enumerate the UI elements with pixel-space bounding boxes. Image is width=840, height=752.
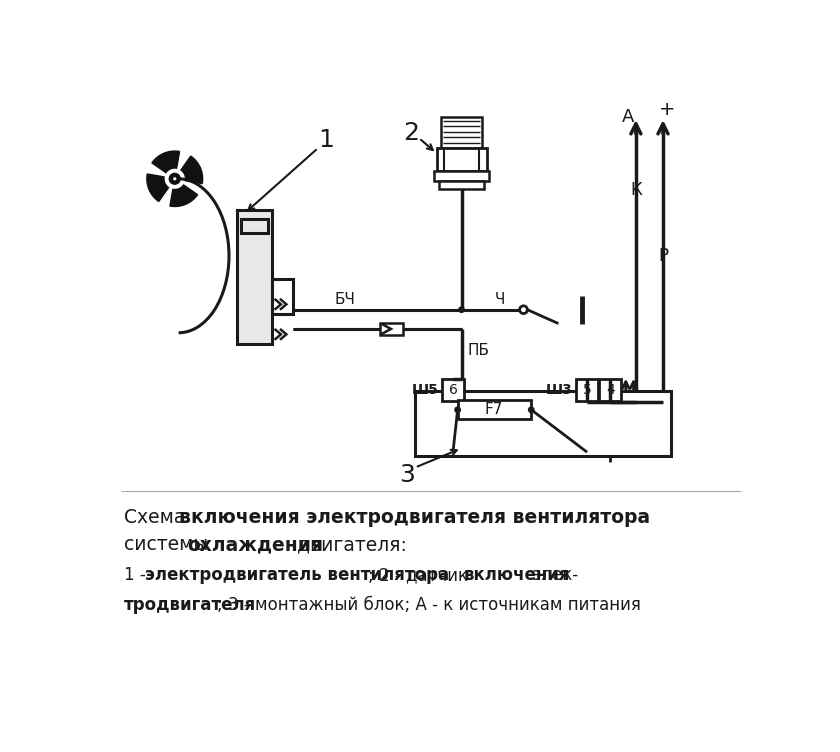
Text: 5: 5 (583, 383, 591, 397)
Bar (415, 390, 671, 456)
Text: элек-: элек- (528, 566, 579, 584)
Bar (442, 379, 464, 401)
Text: F7: F7 (485, 402, 503, 417)
Circle shape (455, 407, 460, 413)
Text: 4: 4 (606, 383, 615, 397)
Bar (576, 379, 598, 401)
Wedge shape (147, 174, 169, 202)
Text: Ш5: Ш5 (412, 383, 438, 397)
Circle shape (172, 177, 177, 181)
Text: А: А (622, 108, 634, 126)
Text: ; 3 - монтажный блок; А - к источникам питания: ; 3 - монтажный блок; А - к источникам п… (218, 596, 641, 614)
Text: системы: системы (124, 535, 214, 554)
Bar (237, 210, 271, 344)
Text: К: К (630, 181, 642, 199)
Bar (441, 117, 481, 148)
Bar (381, 323, 403, 335)
Text: 1: 1 (318, 129, 333, 153)
Text: электродвигатель вентилятора: электродвигатель вентилятора (145, 566, 449, 584)
Bar (240, 219, 268, 232)
Text: ; 2 - датчик: ; 2 - датчик (369, 566, 474, 584)
Circle shape (459, 307, 465, 312)
Text: Р: Р (658, 247, 668, 265)
Text: 2: 2 (403, 120, 419, 144)
Bar (437, 148, 487, 171)
Text: двигателя:: двигателя: (291, 535, 407, 554)
Bar (600, 379, 621, 401)
Bar (458, 400, 531, 419)
Circle shape (520, 306, 528, 314)
Text: 3: 3 (399, 463, 415, 487)
Circle shape (528, 407, 534, 413)
Text: Ш3: Ш3 (545, 383, 572, 397)
Bar (433, 171, 490, 181)
Text: включения: включения (464, 566, 570, 584)
Text: охлаждения: охлаждения (187, 535, 323, 554)
Text: 6: 6 (449, 383, 458, 397)
Circle shape (170, 174, 180, 184)
Text: БЧ: БЧ (335, 293, 355, 307)
Text: включения электродвигателя вентилятора: включения электродвигателя вентилятора (179, 508, 650, 527)
Bar (271, 279, 293, 314)
Text: Схема: Схема (124, 508, 192, 527)
Text: Ч: Ч (495, 293, 506, 307)
Text: +: + (659, 100, 675, 119)
Wedge shape (170, 185, 197, 207)
Text: 1 -: 1 - (124, 566, 151, 584)
Bar (439, 181, 484, 189)
Wedge shape (152, 151, 180, 173)
Wedge shape (181, 156, 202, 183)
Text: тродвигателя: тродвигателя (124, 596, 257, 614)
Text: ПБ: ПБ (468, 343, 490, 358)
